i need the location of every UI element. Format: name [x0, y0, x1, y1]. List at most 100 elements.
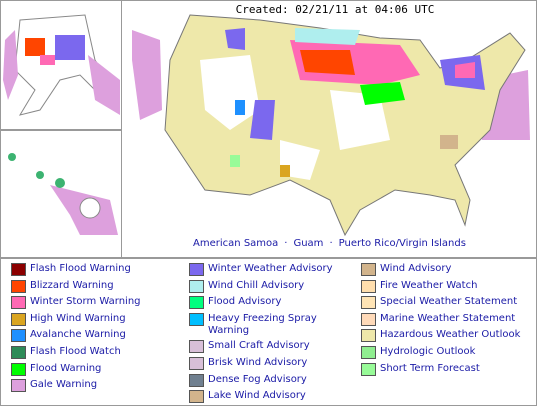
legend-swatch	[11, 296, 26, 310]
hazard-area	[132, 30, 162, 120]
legend-label[interactable]: Hydrologic Outlook	[380, 345, 476, 357]
legend-swatch	[189, 312, 204, 326]
legend-item: Heavy Freezing Spray Warning	[189, 312, 359, 337]
legend-swatch	[361, 263, 376, 276]
legend-swatch	[11, 312, 26, 326]
legend-item: Gale Warning	[11, 379, 181, 393]
legend-label[interactable]: Lake Wind Advisory	[208, 390, 306, 402]
legend-label[interactable]: Special Weather Statement	[380, 296, 518, 308]
legend-label[interactable]: Brisk Wind Advisory	[208, 356, 308, 368]
legend-item: Blizzard Warning	[11, 279, 181, 293]
hazard-area	[295, 28, 360, 45]
legend: Flash Flood Warning Blizzard Warning Winte…	[0, 258, 537, 406]
hazard-area	[360, 82, 405, 105]
legend-swatch	[361, 312, 376, 326]
legend-label[interactable]: Winter Storm Warning	[30, 296, 141, 308]
legend-swatch	[361, 345, 376, 359]
legend-label[interactable]: Fire Weather Watch	[380, 279, 478, 291]
legend-column: Winter Weather Advisory Wind Chill Adviso…	[189, 263, 359, 407]
island	[36, 171, 44, 179]
separator: ·	[329, 238, 333, 249]
legend-item: Hazardous Weather Outlook	[361, 329, 531, 343]
link[interactable]: Guam	[293, 238, 324, 249]
legend-swatch	[361, 329, 376, 343]
legend-swatch	[11, 379, 26, 393]
legend-item: Hydrologic Outlook	[361, 345, 531, 359]
clear-area	[330, 90, 390, 150]
hazard-area	[230, 155, 240, 167]
legend-swatch	[11, 362, 26, 376]
legend-item: Flash Flood Warning	[11, 263, 181, 276]
legend-item: Brisk Wind Advisory	[189, 356, 359, 370]
legend-swatch	[189, 279, 204, 293]
hazard-area	[440, 135, 458, 149]
legend-item: High Wind Warning	[11, 312, 181, 326]
island	[55, 178, 65, 188]
hazard-area	[280, 165, 290, 177]
legend-swatch	[11, 279, 26, 293]
legend-label[interactable]: Winter Weather Advisory	[208, 263, 333, 274]
hazard-area	[300, 50, 355, 75]
hazard-area	[455, 62, 475, 78]
legend-label[interactable]: Wind Advisory	[380, 263, 452, 274]
legend-item: Short Term Forecast	[361, 362, 531, 376]
legend-label[interactable]: Wind Chill Advisory	[208, 279, 305, 291]
link[interactable]: Puerto Rico/Virgin Islands	[338, 238, 466, 249]
legend-swatch	[189, 263, 204, 276]
legend-item: Flash Flood Watch	[11, 345, 181, 359]
legend-item: Winter Weather Advisory	[189, 263, 359, 276]
legend-label[interactable]: Flood Warning	[30, 362, 102, 374]
legend-label[interactable]: Flash Flood Warning	[30, 263, 131, 274]
hazard-area	[235, 100, 245, 115]
legend-label[interactable]: Marine Weather Statement	[380, 312, 516, 324]
legend-label[interactable]: Dense Fog Advisory	[208, 373, 307, 385]
legend-item: Fire Weather Watch	[361, 279, 531, 293]
hazard-area	[25, 38, 45, 56]
legend-swatch	[361, 279, 376, 293]
legend-label[interactable]: High Wind Warning	[30, 312, 126, 324]
legend-label[interactable]: Blizzard Warning	[30, 279, 114, 291]
hazard-area	[88, 55, 120, 115]
legend-swatch	[189, 340, 204, 354]
link[interactable]: American Samoa	[193, 238, 279, 249]
legend-label[interactable]: Hazardous Weather Outlook	[380, 329, 521, 341]
legend-swatch	[189, 390, 204, 404]
island	[8, 153, 16, 161]
legend-column: Wind Advisory Fire Weather Watch Special W…	[361, 263, 531, 379]
hazard-area	[225, 28, 245, 50]
legend-swatch	[11, 345, 26, 359]
legend-swatch	[11, 329, 26, 343]
legend-item: Avalanche Warning	[11, 329, 181, 343]
hazard-area	[250, 100, 275, 140]
legend-item: Wind Advisory	[361, 263, 531, 276]
legend-swatch	[189, 296, 204, 310]
legend-item: Flood Advisory	[189, 296, 359, 310]
legend-label[interactable]: Heavy Freezing Spray Warning	[208, 312, 317, 336]
legend-label[interactable]: Gale Warning	[30, 379, 98, 391]
legend-swatch	[11, 263, 26, 276]
legend-item: Winter Storm Warning	[11, 296, 181, 310]
legend-label[interactable]: Short Term Forecast	[380, 362, 480, 374]
legend-label[interactable]: Flood Advisory	[208, 296, 282, 308]
legend-label[interactable]: Flash Flood Watch	[30, 345, 121, 357]
created-stamp: Created: 02/21/11 at 04:06 UTC	[236, 3, 435, 16]
legend-column: Flash Flood Warning Blizzard Warning Winte…	[11, 263, 181, 396]
hazard-area	[3, 30, 18, 100]
legend-label[interactable]: Avalanche Warning	[30, 329, 126, 341]
legend-item: Marine Weather Statement	[361, 312, 531, 326]
legend-item: Flood Warning	[11, 362, 181, 376]
legend-swatch	[361, 362, 376, 376]
legend-item: Wind Chill Advisory	[189, 279, 359, 293]
legend-swatch	[189, 356, 204, 370]
legend-swatch	[189, 373, 204, 387]
hazard-area	[55, 35, 85, 60]
legend-swatch	[361, 296, 376, 310]
legend-item: Dense Fog Advisory	[189, 373, 359, 387]
territory-links: American Samoa · Guam · Puerto Rico/Virgin I…	[122, 238, 537, 249]
legend-label[interactable]: Small Craft Advisory	[208, 340, 310, 352]
map: Created: 02/21/11 at 04:06 UTC	[0, 0, 537, 258]
legend-item: Small Craft Advisory	[189, 340, 359, 354]
island	[79, 197, 101, 219]
legend-item: Lake Wind Advisory	[189, 390, 359, 404]
